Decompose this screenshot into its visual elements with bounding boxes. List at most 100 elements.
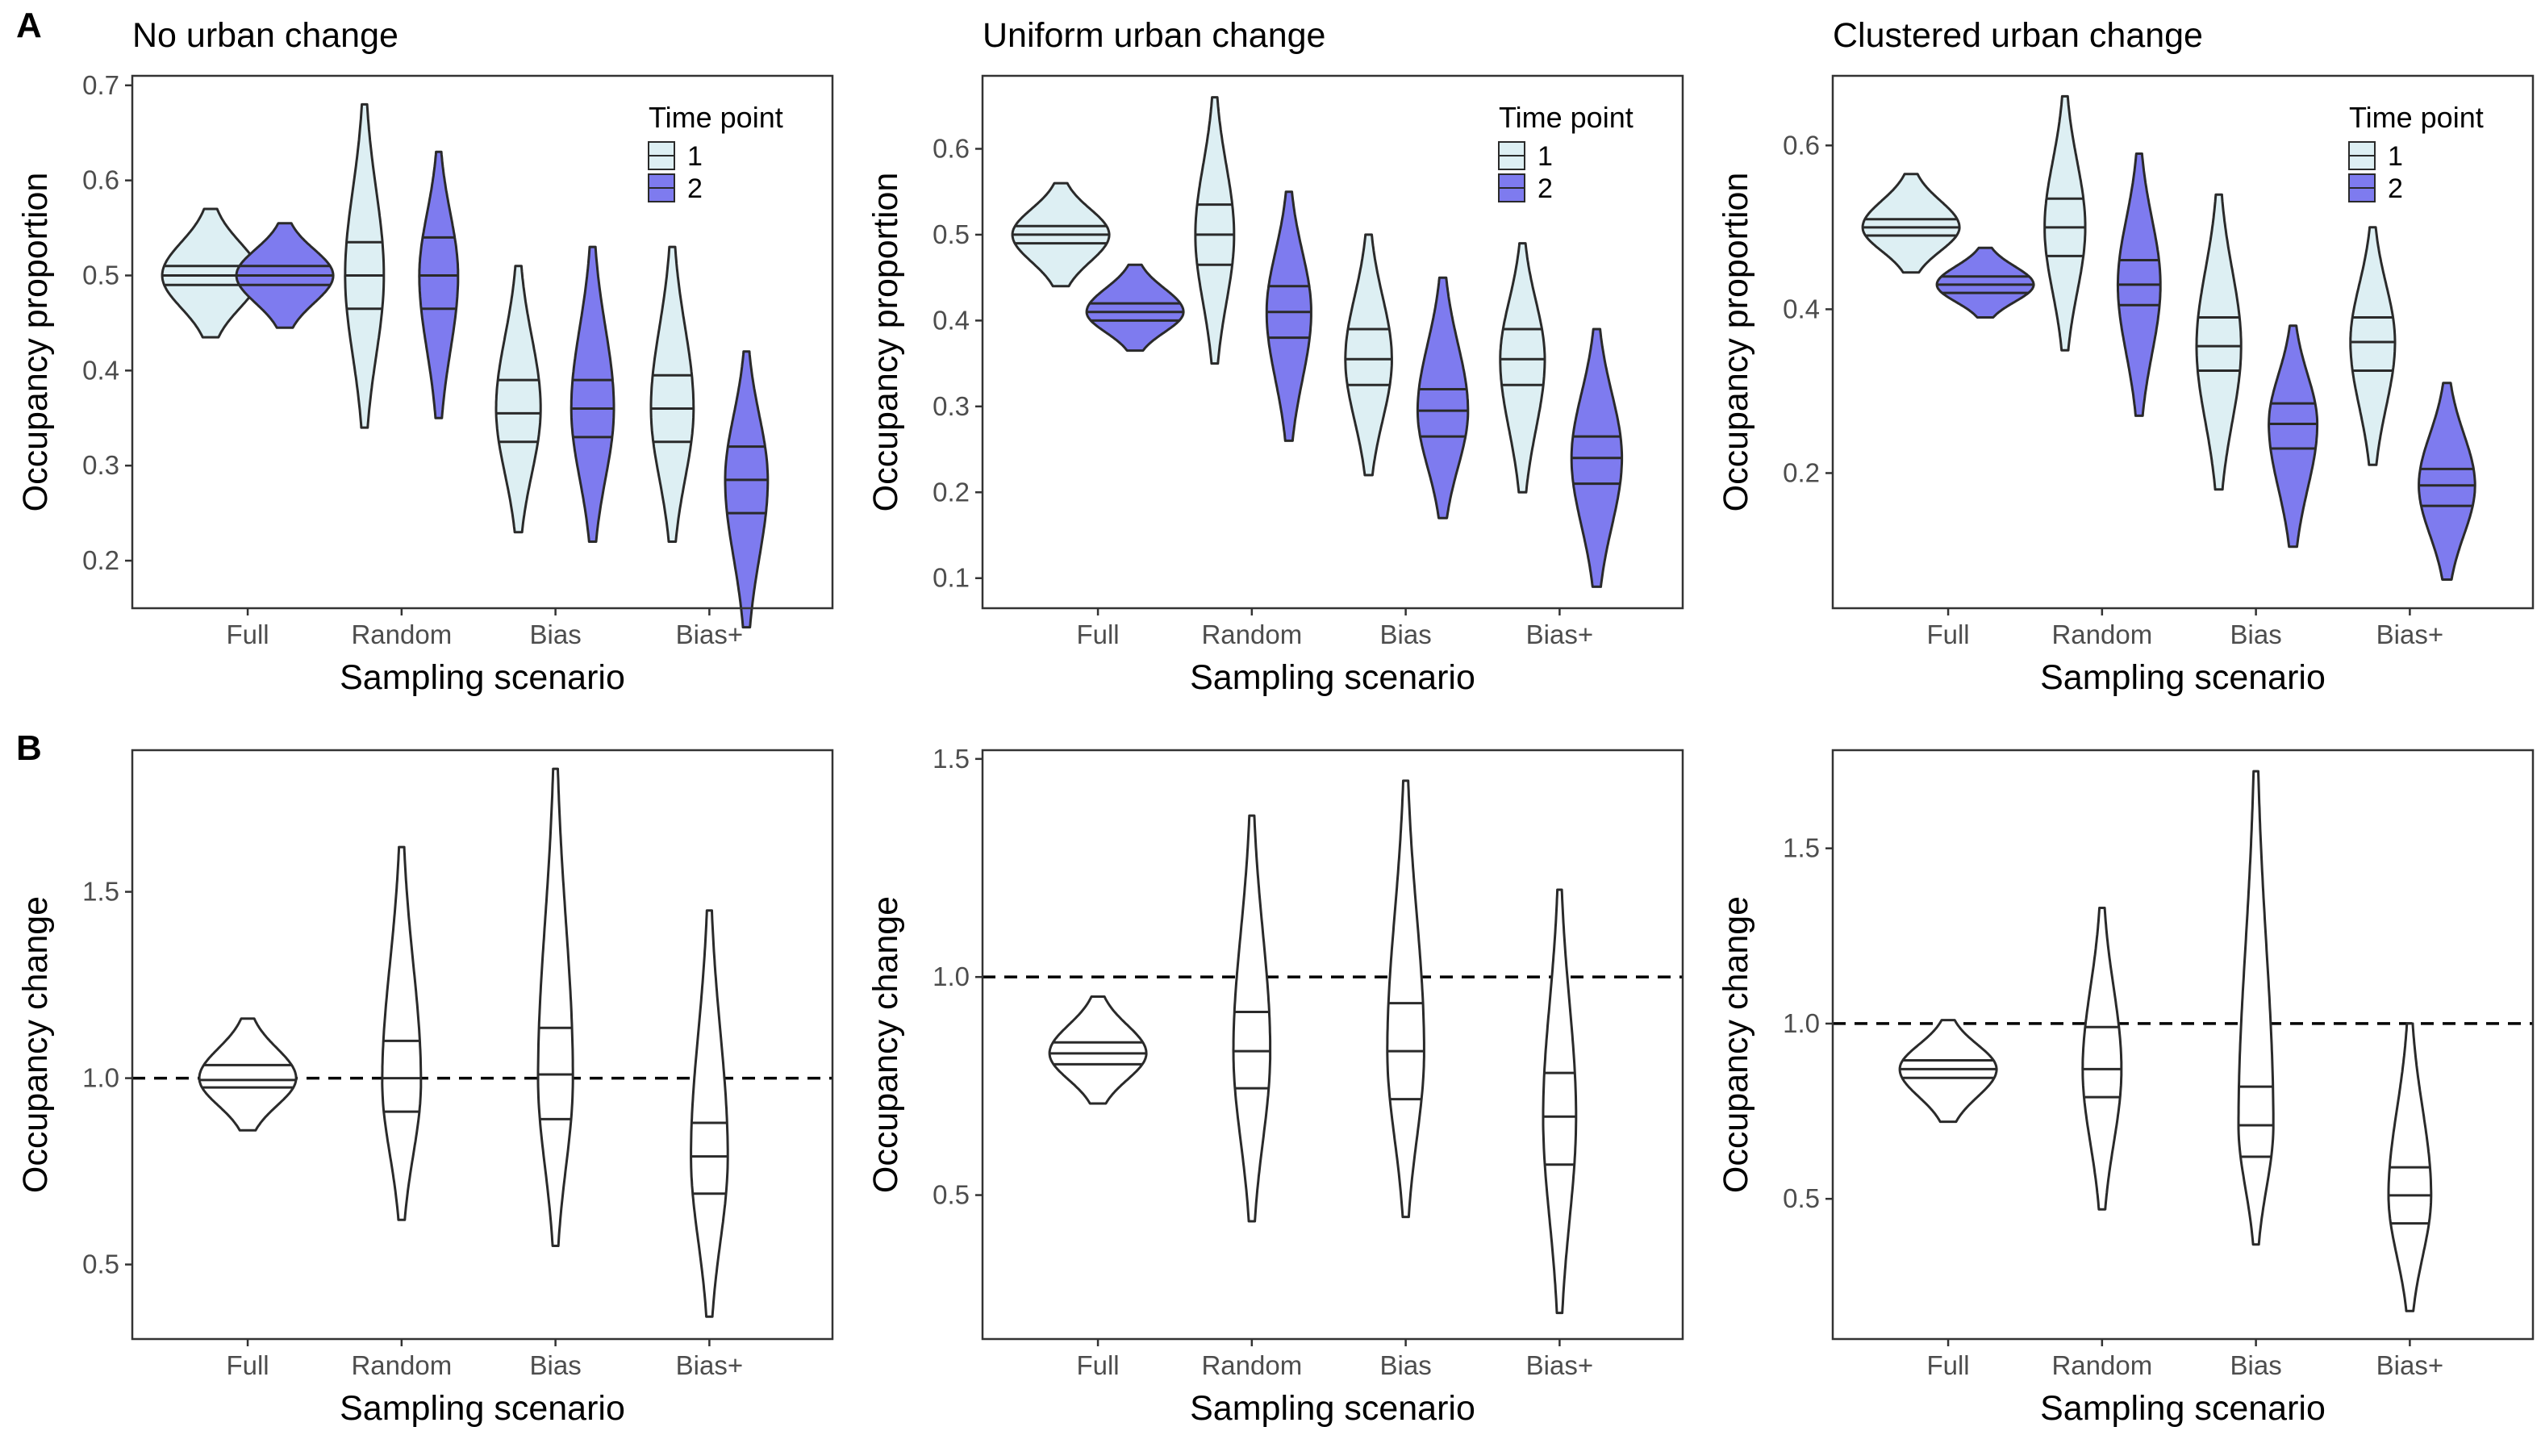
violin-a3-t1-random (2043, 94, 2087, 352)
violin-b3-random (2081, 907, 2123, 1211)
x-tick-label: Bias (530, 620, 582, 649)
violin-a1-t1-random (344, 102, 386, 429)
violin-a1-t2-bias (570, 245, 615, 543)
y-tick-label: 1.5 (82, 877, 119, 907)
y-tick-label: 0.6 (1783, 130, 1820, 160)
x-tick-label: Bias+ (1526, 1350, 1593, 1380)
x-tick-label: Bias (530, 1350, 582, 1380)
plot-panel-border (1831, 74, 2535, 610)
plot-panel-border (1831, 749, 2535, 1341)
chart-title: Clustered urban change (1833, 16, 2203, 55)
violin-b2-bias (1386, 779, 1425, 1219)
x-tick-label: Full (226, 1350, 269, 1380)
chart-panel-b3: 0.5 1.0 1.5 Full Random Bias Bias+ Sampling sce… (1717, 749, 2535, 1428)
violin-a3-t2-bias (2268, 324, 2319, 549)
x-tick-label: Bias (2230, 1350, 2282, 1380)
legend-title: Time point (1499, 101, 1634, 134)
y-tick-label: 0.5 (1783, 1183, 1820, 1213)
x-tick-label: Random (351, 1350, 452, 1380)
y-tick-label: 0.4 (933, 305, 970, 335)
violin-b1-bias-plus (690, 909, 729, 1318)
y-tick-label: 0.7 (82, 70, 119, 100)
y-axis-title: Occupancy change (1717, 896, 1755, 1193)
y-tick-label: 1.5 (1783, 833, 1820, 863)
plot-panel-border (131, 749, 834, 1341)
y-tick-label: 0.3 (82, 450, 119, 480)
violin-a1-t1-bias (494, 265, 542, 534)
violin-b2-bias-plus (1542, 888, 1578, 1315)
y-tick-label: 0.4 (82, 355, 119, 385)
y-tick-label: 0.5 (82, 261, 119, 290)
legend-label-2: 2 (687, 173, 703, 204)
x-axis-title: Sampling scenario (1190, 658, 1475, 697)
y-tick-label: 0.6 (933, 133, 970, 163)
violin-a2-t2-full (1085, 263, 1185, 353)
violin-a3-t2-full (1935, 246, 2035, 319)
violin-b2-full (1048, 995, 1148, 1105)
chart-panel-b1: 0.5 1.0 1.5 Full Random Bias Bias+ Sampling sce… (16, 749, 834, 1428)
violin-a3-t1-bias (2195, 193, 2243, 491)
y-tick-label: 0.2 (933, 477, 970, 507)
violin-a1-t1-bias-plus (649, 245, 695, 543)
chart-panel-a1: No urban change 0.2 0.3 0.4 0.5 0.6 0.7 Full Ran… (16, 16, 834, 697)
x-tick-label: Random (2051, 1350, 2152, 1380)
panel-letter-b: B (16, 728, 42, 768)
y-tick-label: 1.0 (933, 962, 970, 991)
legend: Time point 12 (2348, 101, 2484, 204)
plot-panel-border (981, 749, 1684, 1341)
y-axis-title: Occupancy proportion (866, 173, 905, 512)
x-axis-title: Sampling scenario (2040, 658, 2326, 697)
x-axis-title: Sampling scenario (2040, 1389, 2326, 1428)
x-tick-label: Bias+ (676, 620, 743, 649)
violin-a3-t2-bias-plus (2418, 382, 2476, 581)
chart-title: No urban change (132, 16, 398, 55)
x-tick-label: Bias+ (676, 1350, 743, 1380)
legend-label-1: 1 (2388, 141, 2403, 172)
x-tick-label: Bias (1380, 620, 1432, 649)
violin-b1-bias (536, 767, 574, 1247)
legend-label-2: 2 (2388, 173, 2403, 204)
panel-letter-a: A (16, 6, 42, 45)
legend-label-2: 2 (1538, 173, 1553, 204)
y-tick-label: 0.2 (1783, 457, 1820, 487)
violin-b3-bias (2237, 770, 2275, 1246)
violin-b3-full (1898, 1019, 1998, 1124)
chart-panel-a3: Clustered urban change 0.2 0.4 0.6 Full Rando… (1717, 16, 2535, 697)
x-tick-label: Random (1201, 620, 1302, 649)
x-tick-label: Random (351, 620, 452, 649)
y-tick-label: 0.5 (82, 1249, 119, 1279)
legend-title: Time point (649, 101, 783, 134)
x-tick-label: Bias+ (1526, 620, 1593, 649)
y-axis-title: Occupancy proportion (16, 173, 55, 512)
violin-a3-t1-bias-plus (2349, 226, 2397, 466)
y-tick-label: 0.5 (933, 1180, 970, 1210)
x-tick-label: Full (226, 620, 269, 649)
chart-title: Uniform urban change (983, 16, 1325, 55)
legend-title: Time point (2349, 101, 2484, 134)
x-tick-label: Random (2051, 620, 2152, 649)
legend: Time point 12 (1498, 101, 1634, 204)
plot-panel-border (981, 74, 1684, 610)
chart-panel-b2: 0.5 1.0 1.5 Full Random Bias Bias+ Sampling sce… (866, 744, 1684, 1428)
violin-a1-t2-random (418, 150, 460, 419)
violin-a2-t1-bias (1344, 233, 1393, 477)
y-tick-label: 1.0 (82, 1063, 119, 1093)
y-axis-title: Occupancy change (866, 896, 905, 1193)
y-tick-label: 0.6 (82, 165, 119, 195)
x-tick-label: Bias (1380, 1350, 1432, 1380)
y-tick-label: 0.1 (933, 563, 970, 593)
violin-b2-random (1232, 814, 1272, 1223)
y-axis-title: Occupancy change (16, 896, 55, 1193)
x-tick-label: Full (1076, 620, 1119, 649)
violin-a2-t1-bias-plus (1499, 242, 1546, 494)
plot-panel-border (131, 74, 834, 610)
legend-label-1: 1 (1538, 141, 1553, 172)
legend: Time point 12 (648, 101, 783, 204)
x-tick-label: Random (1201, 1350, 1302, 1380)
y-tick-label: 0.2 (82, 545, 119, 575)
legend-label-1: 1 (687, 141, 703, 172)
y-tick-label: 1.5 (933, 744, 970, 774)
x-tick-label: Bias+ (2376, 1350, 2443, 1380)
